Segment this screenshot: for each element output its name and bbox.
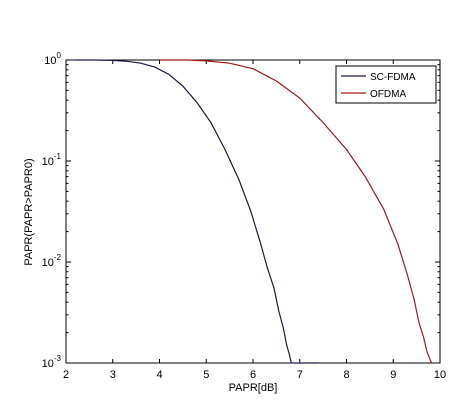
series-line-ofdma (159, 59, 433, 364)
y-tick-label: 10-1 (42, 152, 62, 168)
x-tick-label: 7 (297, 369, 303, 381)
legend: SC-FDMA OFDMA (335, 65, 437, 104)
x-tick-label: 3 (110, 369, 116, 381)
x-axis-title: PAPR[dB] (229, 382, 278, 394)
y-tick-base: 10 (42, 358, 54, 370)
y-tick-base: 10 (44, 55, 56, 67)
y-tick-label: 10-2 (42, 253, 62, 269)
legend-label-ofdma: OFDMA (370, 89, 406, 100)
y-tick-exponent: -1 (54, 152, 62, 161)
x-tick-label: 6 (250, 369, 256, 381)
legend-box (335, 65, 437, 104)
x-tick-label: 8 (343, 369, 349, 381)
y-tick-label: 10-3 (42, 354, 62, 370)
y-tick-base: 10 (42, 156, 54, 168)
legend-label-sc-fdma: SC-FDMA (370, 72, 416, 83)
x-tick-label: 5 (203, 369, 209, 381)
y-tick-label: 100 (44, 51, 61, 67)
x-tick-label: 4 (156, 369, 162, 381)
plot-area (65, 59, 441, 364)
y-tick-exponent: 0 (57, 51, 62, 60)
y-tick-base: 10 (42, 257, 54, 269)
x-axis: 2 3 4 5 6 7 8 9 10 (63, 60, 446, 381)
x-tick-label: 2 (63, 369, 69, 381)
y-tick-exponent: -2 (54, 253, 62, 262)
series-layer (75, 59, 433, 364)
y-tick-exponent: -3 (54, 354, 62, 363)
x-tick-label: 10 (434, 369, 446, 381)
x-tick-label: 9 (390, 369, 396, 381)
y-axis-title: PAPR(PAPR>PAPR0) (23, 158, 35, 265)
series-line-sc-fdma (75, 59, 319, 364)
